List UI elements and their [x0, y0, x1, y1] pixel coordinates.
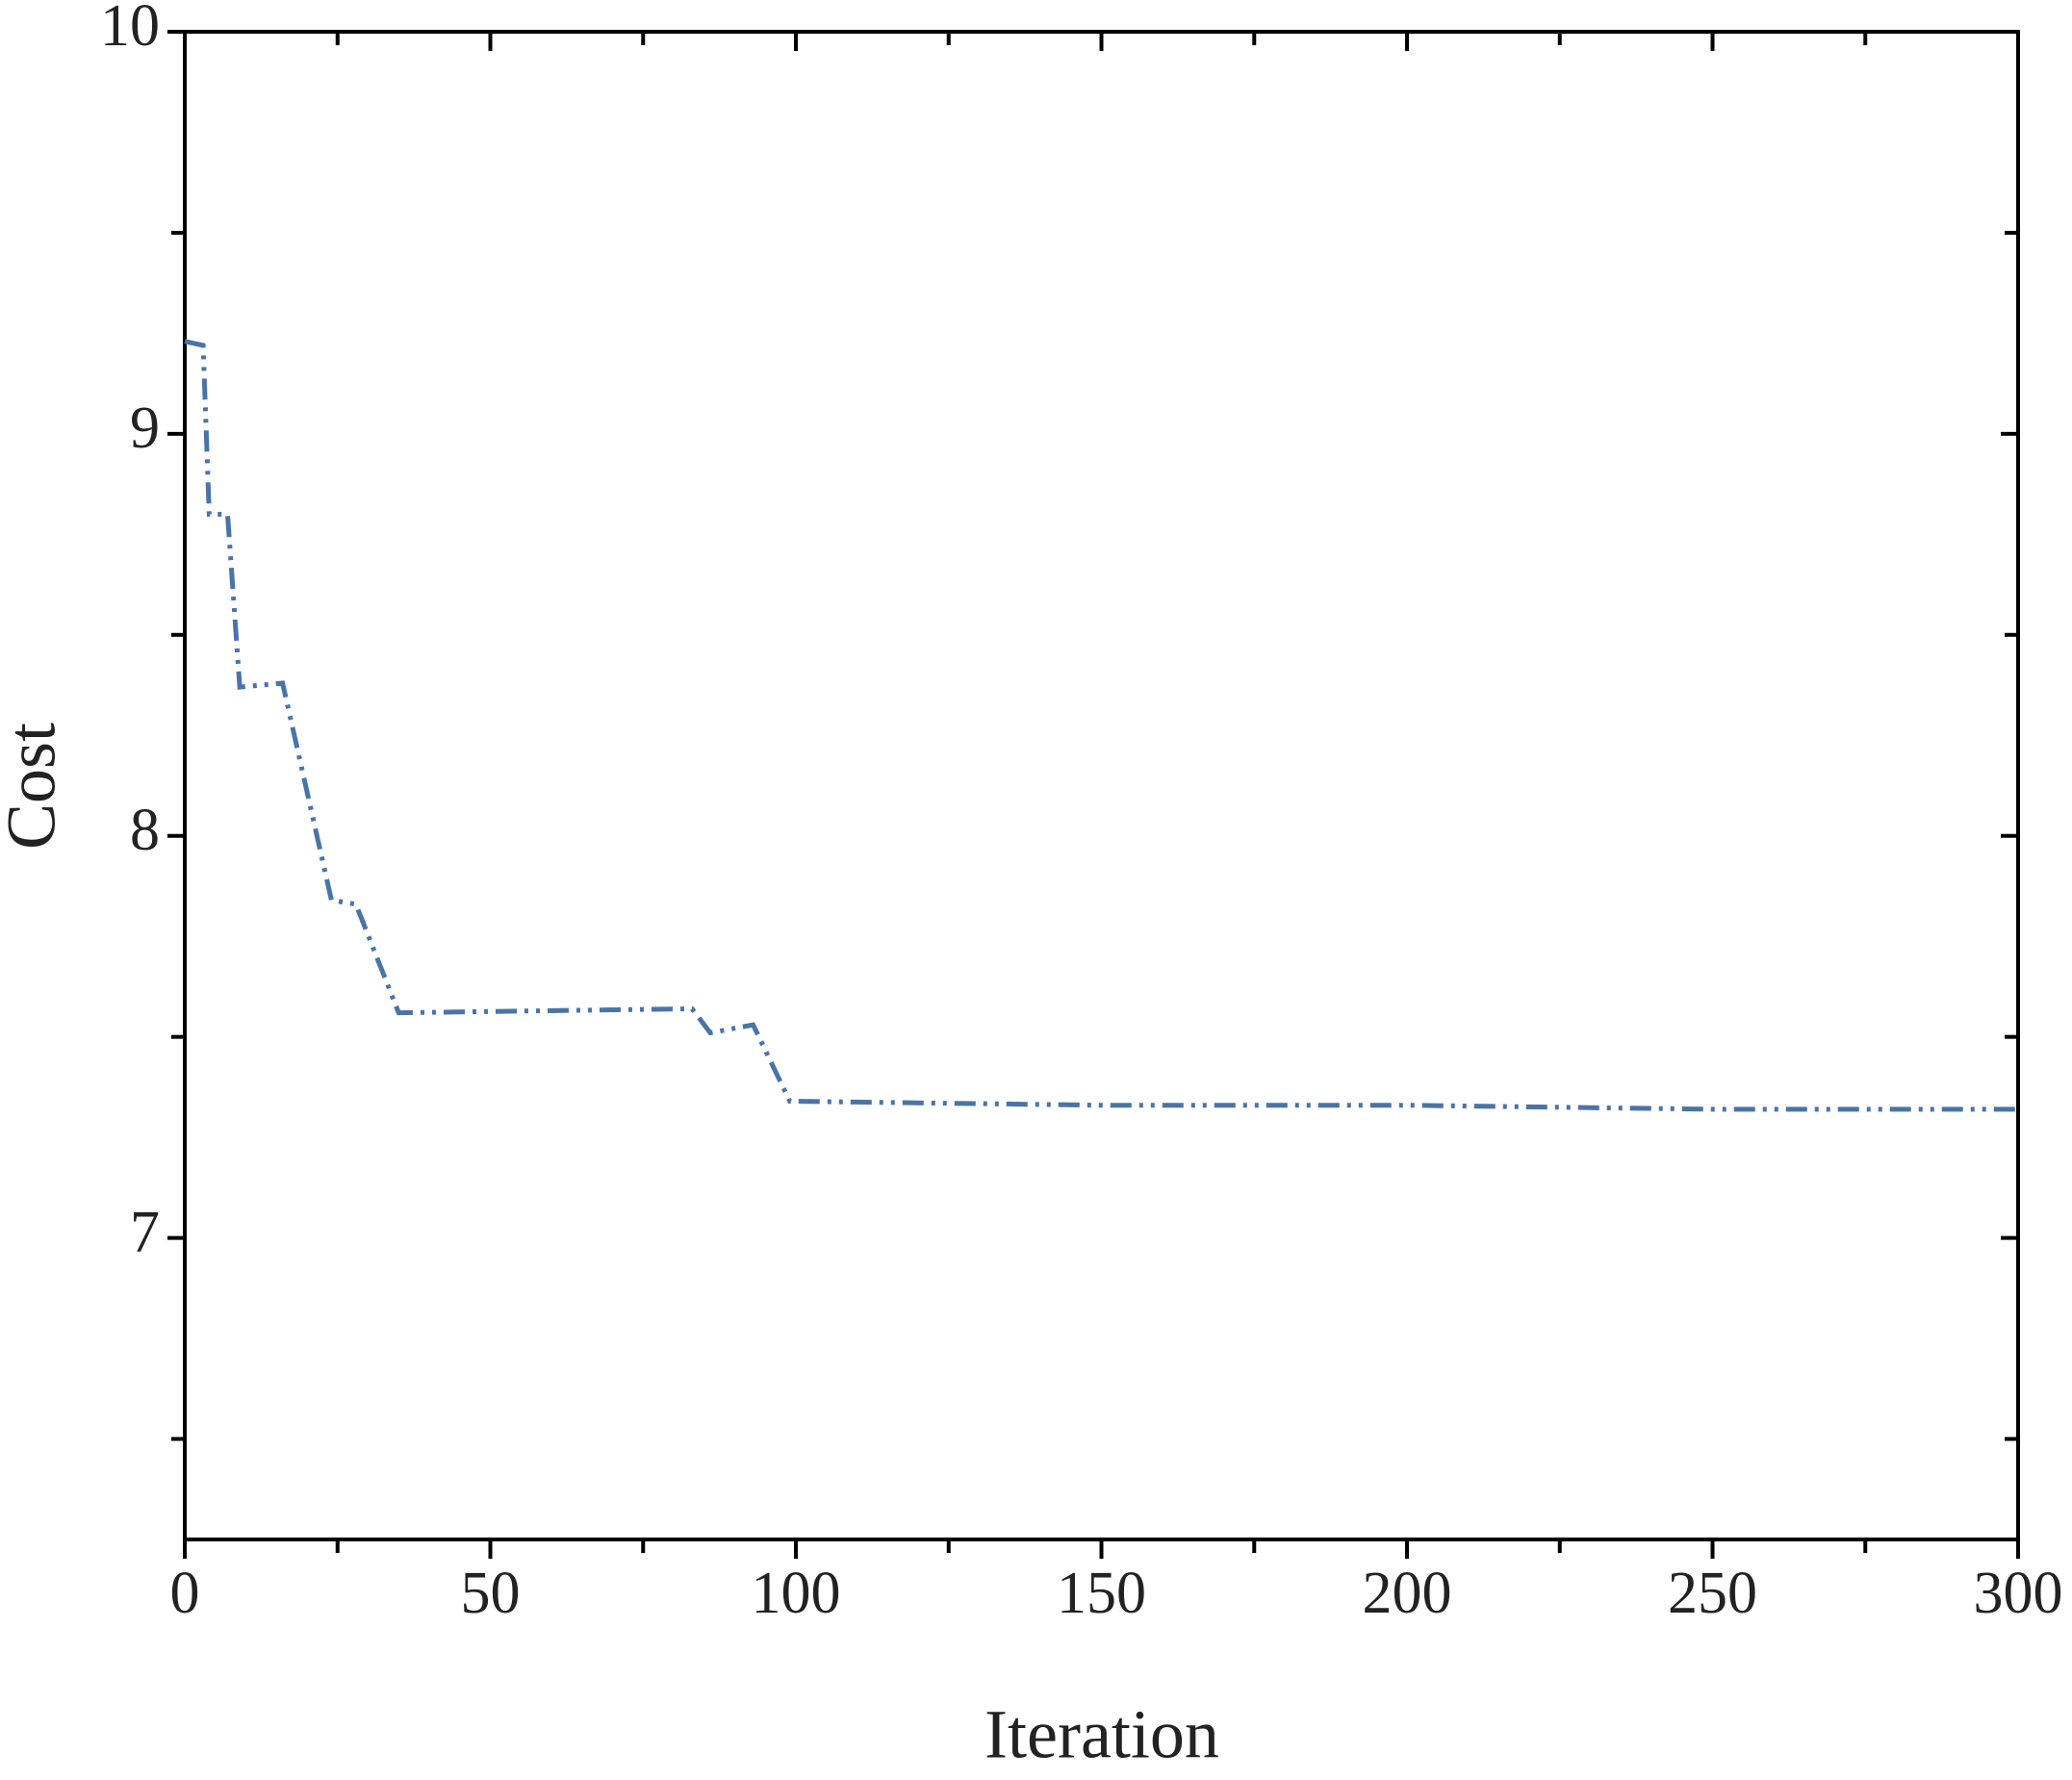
x-tick-label: 150	[1057, 1561, 1146, 1626]
plot-frame	[183, 30, 2020, 1541]
y-axis-title: Cost	[0, 723, 70, 850]
x-tick-label: 100	[752, 1561, 841, 1626]
x-axis-title: Iteration	[985, 1696, 1219, 1773]
x-tick-label: 250	[1668, 1561, 1757, 1626]
y-tick-label: 7	[130, 1200, 160, 1265]
y-tick-label: 10	[100, 0, 160, 59]
x-tick-label: 200	[1363, 1561, 1452, 1626]
data-line	[184, 339, 2018, 1112]
x-tick-label: 0	[170, 1561, 200, 1626]
y-tick-label: 9	[130, 395, 160, 461]
x-tick-label: 300	[1974, 1561, 2063, 1626]
x-tick-label: 50	[461, 1561, 521, 1626]
y-tick-label: 8	[130, 798, 160, 863]
